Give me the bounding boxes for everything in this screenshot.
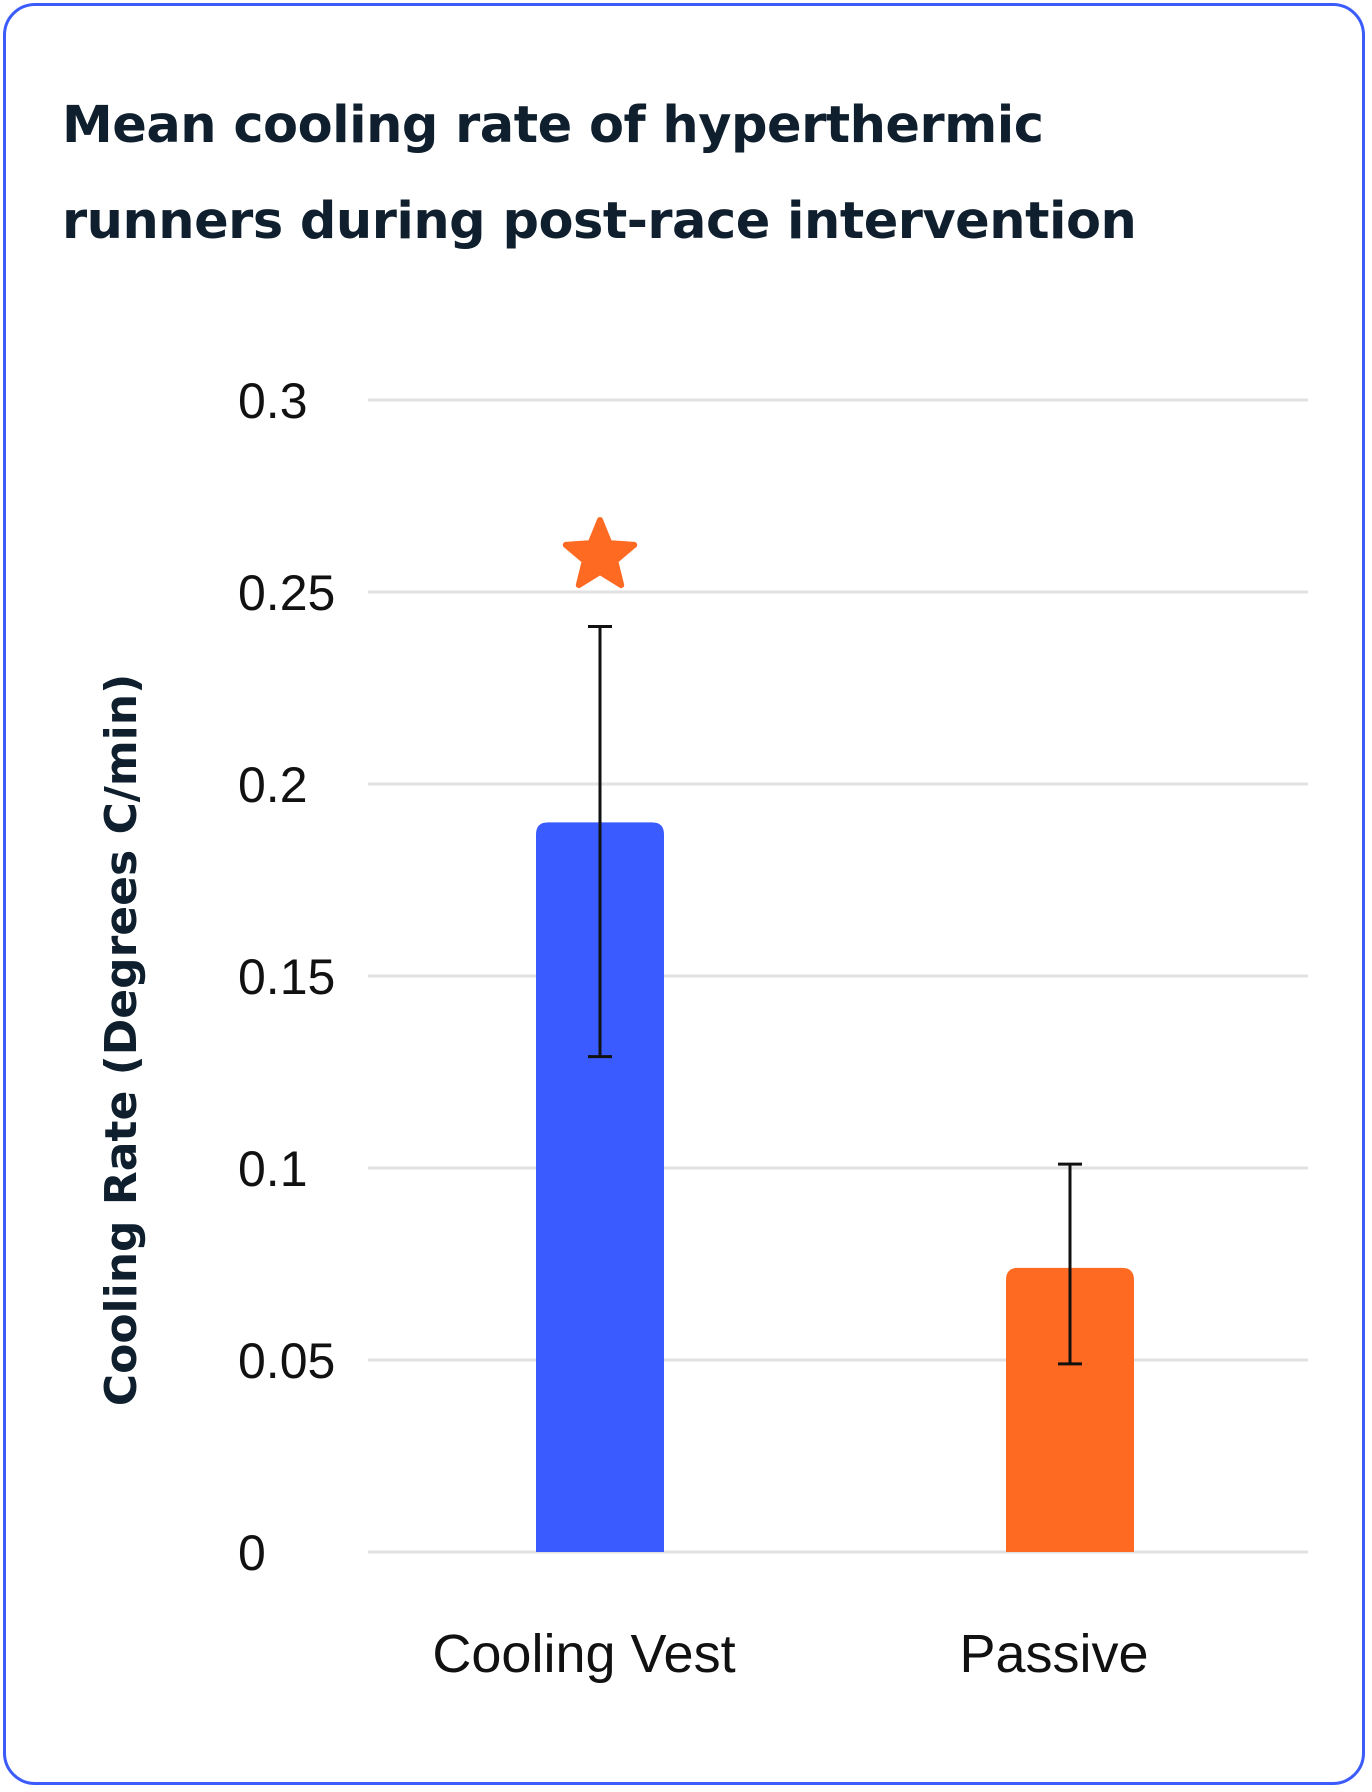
x-axis-categories: Cooling Vest Passive: [432, 1624, 1148, 1684]
error-bars: [588, 625, 1082, 1366]
y-tick-label: 0: [238, 1525, 266, 1581]
y-tick-label: 0.3: [238, 373, 308, 429]
significance-markers: [562, 517, 638, 589]
bars: [536, 822, 1134, 1552]
x-category-label: Passive: [959, 1624, 1148, 1684]
bar-cooling-vest: [536, 822, 664, 1552]
significance-star-icon: [562, 517, 638, 589]
error-bar: [1058, 1162, 1082, 1366]
x-category-label: Cooling Vest: [432, 1624, 735, 1684]
y-tick-label: 0.15: [238, 949, 335, 1005]
y-tick-label: 0.2: [238, 757, 308, 813]
y-tick-label: 0.1: [238, 1141, 308, 1197]
bar-passive: [1006, 1267, 1134, 1552]
chart-title: Mean cooling rate of hyperthermic runner…: [62, 96, 1137, 251]
chart-card: [3, 3, 1365, 1785]
y-tick-label: 0.25: [238, 565, 335, 621]
gridlines: [368, 398, 1308, 1554]
y-axis-ticks: 0 0.05 0.1 0.15 0.2 0.25 0.3: [238, 373, 335, 1581]
y-axis-label: Cooling Rate (Degrees C/min): [96, 674, 147, 1406]
y-tick-label: 0.05: [238, 1333, 335, 1389]
error-bar: [588, 625, 612, 1059]
